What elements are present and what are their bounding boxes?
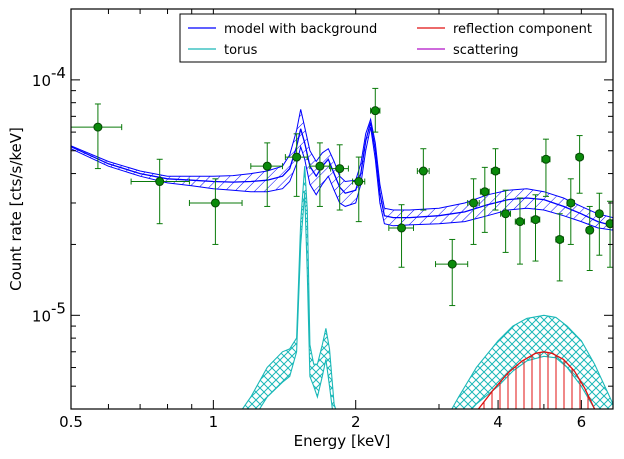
data-marker-17 — [531, 215, 541, 225]
data-point-0 — [71, 103, 123, 170]
data-point-15 — [500, 189, 512, 253]
legend-entry-scattering: scattering — [417, 43, 519, 58]
legend-label-scattering: scattering — [453, 43, 519, 58]
data-point-18 — [541, 138, 551, 197]
data-marker-2 — [210, 198, 220, 208]
data-point-14 — [490, 148, 501, 211]
legend-label-reflection: reflection component — [453, 22, 592, 37]
data-marker-16 — [515, 217, 525, 227]
data-marker-6 — [335, 164, 345, 174]
data-marker-7 — [354, 177, 364, 187]
y-tick-label-1: 10 — [32, 72, 51, 90]
model-band — [71, 109, 613, 231]
data-point-11 — [435, 238, 469, 307]
data-point-22 — [585, 205, 595, 271]
data-marker-12 — [469, 198, 479, 208]
x-tick-label-2: 2 — [351, 413, 361, 431]
data-point-7 — [352, 156, 366, 223]
legend-frame — [179, 13, 607, 63]
x-tick-label-1: 1 — [209, 413, 219, 431]
legend-entry-model: model with background — [188, 22, 377, 37]
data-marker-18 — [541, 154, 551, 164]
data-marker-5 — [315, 161, 325, 171]
data-marker-0 — [93, 122, 103, 132]
data-marker-22 — [585, 225, 595, 235]
data-point-17 — [530, 194, 541, 262]
data-point-5 — [309, 142, 330, 207]
x-tick-label-3: 4 — [493, 413, 503, 431]
data-marker-21 — [575, 152, 585, 162]
axis-ticks: 0.5 1 2 4 610-510-4 — [32, 8, 614, 431]
model-lower-line — [71, 126, 613, 231]
data-point-3 — [250, 142, 283, 207]
data-points-layer — [71, 87, 613, 307]
legend-entry-torus: torus — [188, 43, 258, 58]
data-point-2 — [188, 178, 243, 245]
legend: model with background reflection compone… — [179, 13, 607, 63]
data-point-21 — [575, 135, 585, 194]
data-point-20 — [566, 178, 576, 245]
y-tick-exponent-0: -5 — [51, 299, 66, 317]
data-point-4 — [284, 133, 308, 197]
data-marker-19 — [555, 234, 565, 244]
data-marker-1 — [155, 177, 165, 187]
data-marker-11 — [447, 259, 457, 269]
x-axis-label: Energy [keV] — [294, 432, 391, 450]
data-marker-3 — [262, 161, 272, 171]
reflection-line — [477, 351, 596, 409]
data-point-12 — [467, 178, 480, 245]
data-marker-23 — [594, 209, 604, 219]
data-marker-8 — [370, 106, 380, 116]
data-marker-13 — [480, 187, 490, 197]
model-line — [71, 122, 613, 227]
model-upper-line — [71, 109, 613, 219]
plot-area: 0.5 1 2 4 610-510-4 — [32, 8, 614, 431]
x-tick-label-0: 0.5 — [59, 413, 83, 431]
data-point-1 — [130, 158, 190, 225]
data-point-24 — [605, 200, 613, 268]
data-marker-10 — [418, 166, 428, 176]
legend-entry-reflection: reflection component — [417, 22, 592, 37]
data-marker-20 — [566, 198, 576, 208]
series-layer — [71, 109, 613, 409]
data-point-8 — [370, 87, 381, 133]
legend-label-model: model with background — [224, 22, 377, 37]
data-point-6 — [330, 144, 349, 211]
data-point-23 — [594, 192, 604, 256]
data-marker-14 — [490, 166, 500, 176]
y-tick-label-0: 10 — [32, 307, 51, 325]
x-tick-label-4: 6 — [577, 413, 587, 431]
y-tick-exponent-1: -4 — [51, 64, 66, 82]
data-point-16 — [514, 197, 526, 265]
data-point-10 — [416, 148, 430, 211]
data-point-9 — [388, 204, 415, 268]
data-point-13 — [479, 166, 490, 233]
data-marker-24 — [605, 219, 613, 229]
y-axis-label: Count rate [cts/s/keV] — [7, 127, 25, 291]
plot-frame — [70, 8, 614, 410]
data-point-19 — [555, 213, 565, 282]
legend-label-torus: torus — [224, 43, 258, 58]
data-marker-9 — [397, 223, 407, 233]
data-marker-4 — [292, 152, 302, 162]
data-marker-15 — [501, 209, 511, 219]
torus-band-0 — [241, 166, 337, 409]
